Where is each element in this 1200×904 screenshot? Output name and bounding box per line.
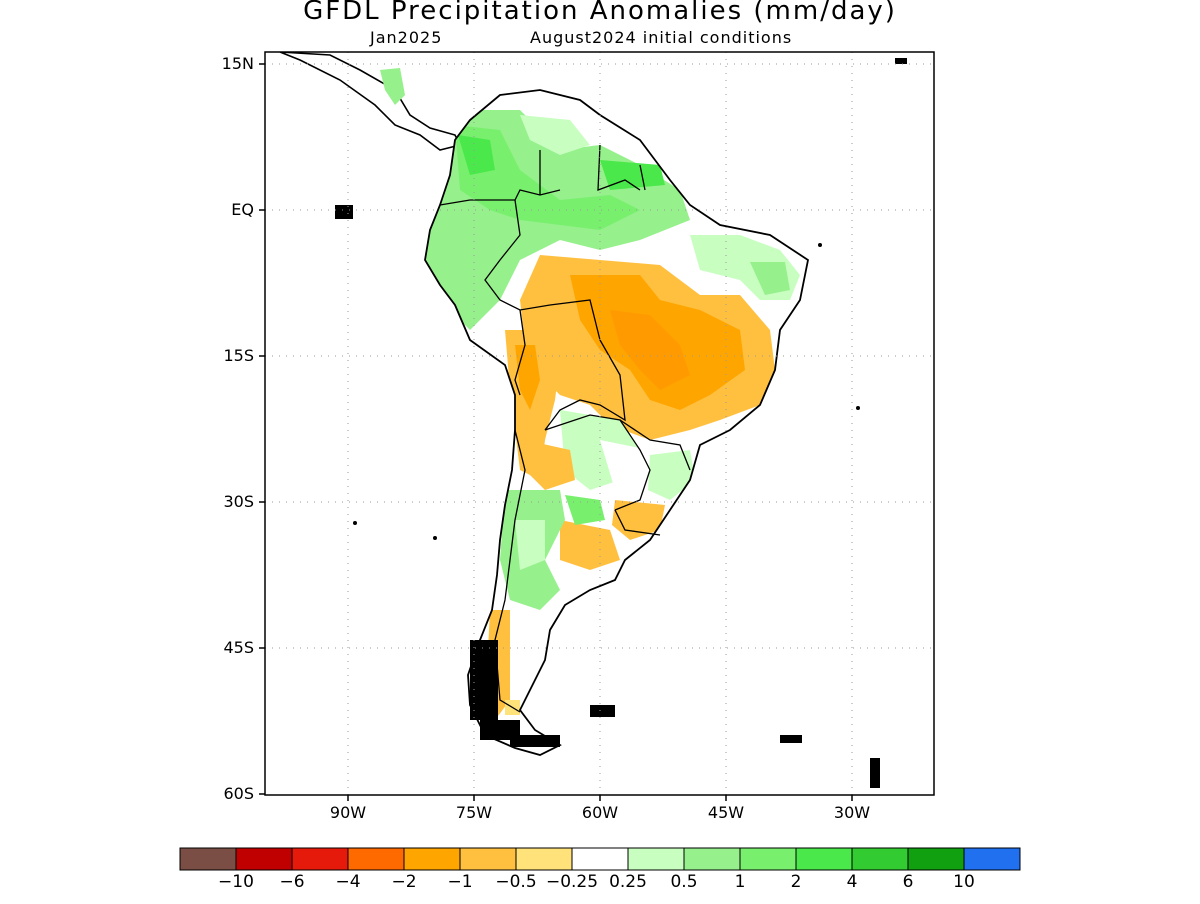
colorbar-tick-label: −0.25 [545, 872, 599, 892]
colorbar-tick-label: 1 [734, 872, 746, 892]
graticule [265, 52, 934, 795]
colorbar-tick-label: 6 [902, 872, 914, 892]
colorbar-tick-label: 0.25 [609, 872, 647, 892]
lat-label-eq: EQ [231, 200, 254, 219]
colorbar-swatch [683, 847, 741, 871]
south-america-coastline [424, 89, 810, 756]
lon-label-30w: 30W [833, 803, 871, 822]
forecast-month: Jan2025 [370, 28, 443, 47]
lon-label-90w: 90W [329, 803, 367, 822]
chart-title: GFDL Precipitation Anomalies (mm/day) [303, 0, 897, 26]
colorbar-swatch [963, 847, 1021, 871]
colorbar-swatch [907, 847, 965, 871]
colorbar-swatch [347, 847, 405, 871]
colorbar-swatch [291, 847, 349, 871]
colorbar-tick-label: 10 [953, 872, 975, 892]
colorbar-swatch [571, 847, 629, 871]
colorbar-swatch [627, 847, 685, 871]
colorbar-swatch [851, 847, 909, 871]
colorbar [179, 847, 1021, 871]
lat-label-15n: 15N [221, 54, 254, 73]
colorbar-swatch [235, 847, 293, 871]
central-america-wet-patch [380, 68, 405, 105]
lat-label-30s: 30S [223, 492, 254, 511]
colorbar-tick-label: −4 [335, 872, 361, 892]
islands [335, 58, 907, 788]
lon-label-75w: 75W [455, 803, 493, 822]
lat-label-45s: 45S [223, 638, 254, 657]
colorbar-swatch [459, 847, 517, 871]
colorbar-tick-label: 2 [790, 872, 802, 892]
colorbar-swatch [795, 847, 853, 871]
colorbar-swatch [515, 847, 573, 871]
lon-label-45w: 45W [707, 803, 745, 822]
colorbar-swatch [403, 847, 461, 871]
colorbar-tick-label: 4 [846, 872, 858, 892]
initial-conditions: August2024 initial conditions [530, 28, 793, 47]
lon-label-60w: 60W [581, 803, 619, 822]
colorbar-tick-label: 0.5 [670, 872, 698, 892]
country-borders [439, 144, 691, 713]
colorbar-tick-label: −2 [391, 872, 417, 892]
colorbar-tick-label: −10 [218, 872, 254, 892]
lat-label-15s: 15S [223, 346, 254, 365]
colorbar-swatch [739, 847, 797, 871]
axis-ticks [259, 63, 853, 801]
lat-label-60s: 60S [223, 784, 254, 803]
colorbar-tick-label: −0.5 [495, 872, 537, 892]
colorbar-tick-label: −6 [279, 872, 305, 892]
colorbar-swatch [179, 847, 237, 871]
colorbar-tick-label: −1 [447, 872, 473, 892]
